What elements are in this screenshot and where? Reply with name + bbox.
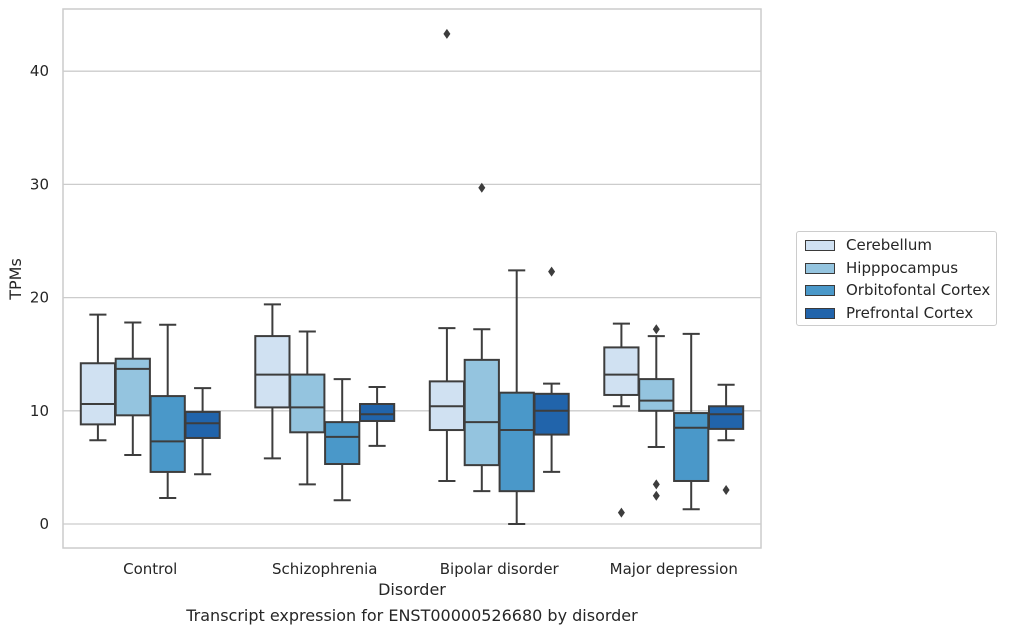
y-tick-labels: 0 10 20 30 40: [30, 62, 49, 533]
box-2-1: [324, 378, 361, 502]
box-0-1: [254, 303, 291, 460]
box-body: [498, 391, 535, 493]
y-tick-label-0: 0: [39, 515, 49, 533]
legend-swatch-prefrontal: [805, 307, 835, 319]
legend-label-hippocampus: Hipppocampus: [846, 259, 959, 277]
flier-point: [652, 479, 660, 490]
flier-point: [548, 266, 556, 277]
legend-label-cerebellum: Cerebellum: [846, 236, 932, 254]
box-1-0: [114, 321, 151, 456]
legend-item-hippocampus: Hipppocampus: [805, 258, 958, 278]
flier-point: [443, 28, 451, 39]
flier-point: [722, 485, 730, 496]
box-body: [358, 403, 396, 422]
box-body: [638, 378, 675, 412]
box-1-2: [463, 182, 500, 493]
box-body: [533, 392, 570, 436]
y-tick-label-10: 10: [30, 402, 49, 420]
box-body: [324, 421, 361, 466]
chart-caption: Transcript expression for ENST0000052668…: [186, 606, 638, 625]
flier-point: [617, 507, 625, 518]
box-body: [289, 373, 326, 434]
box-3-2: [533, 266, 570, 473]
legend-swatch-cerebellum: [805, 239, 835, 251]
box-body: [673, 412, 710, 482]
box-2-2: [498, 269, 535, 525]
legend-item-prefrontal: Prefrontal Cortex: [805, 303, 973, 323]
box-0-3: [603, 322, 640, 518]
x-tick-label-bipolar-disorder: Bipolar disorder: [440, 560, 560, 578]
x-tick-labels: Control Schizophrenia Bipolar disorder Majo…: [123, 560, 738, 578]
y-tick-label-30: 30: [30, 175, 49, 193]
box-body: [79, 362, 117, 426]
box-3-1: [358, 386, 396, 447]
box-groups: [79, 28, 745, 525]
legend-label-prefrontal: Prefrontal Cortex: [846, 304, 974, 322]
flier-point: [652, 324, 660, 335]
box-2-3: [673, 332, 710, 511]
x-tick-label-control: Control: [123, 560, 177, 578]
box-body: [463, 358, 500, 467]
legend-swatch-hippocampus: [805, 262, 835, 274]
legend-label-orbitofrontal: Orbitofontal Cortex: [846, 281, 991, 299]
legend-item-orbitofrontal: Orbitofontal Cortex: [805, 280, 990, 300]
box-body: [707, 405, 745, 430]
x-tick-label-schizophrenia: Schizophrenia: [272, 560, 377, 578]
box-body: [114, 357, 151, 417]
legend-swatch-orbitofrontal: [805, 284, 835, 296]
box-0-2: [428, 28, 466, 482]
y-axis-label: TPMs: [6, 258, 25, 301]
flier-point: [652, 490, 660, 501]
y-tick-label-20: 20: [30, 289, 49, 307]
box-body: [603, 346, 640, 396]
box-3-3: [707, 383, 745, 496]
box-3-0: [184, 387, 221, 476]
box-2-0: [149, 323, 186, 499]
box-body: [254, 335, 291, 409]
box-1-3: [638, 324, 675, 501]
legend-item-cerebellum: Cerebellum: [805, 235, 932, 255]
y-tick-label-40: 40: [30, 62, 49, 80]
x-tick-label-major-depression: Major depression: [610, 560, 738, 578]
box-body: [184, 410, 221, 439]
box-1-1: [289, 330, 326, 486]
legend: Cerebellum Hipppocampus Orbitofontal Cor…: [796, 231, 997, 326]
flier-point: [478, 182, 486, 193]
x-axis-label: Disorder: [378, 580, 446, 599]
box-body: [149, 395, 186, 473]
